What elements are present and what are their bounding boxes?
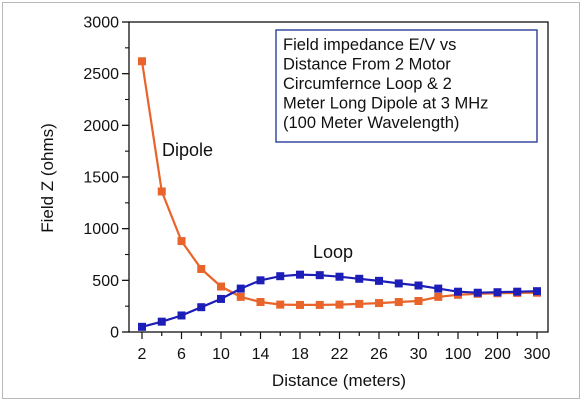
x-tick-label: 300 [524, 346, 551, 363]
dipole-series-label: Dipole [162, 140, 213, 160]
annotation-line: (100 Meter Wavelength) [283, 114, 459, 132]
loop-data-point [236, 284, 245, 293]
loop-data-point [177, 311, 186, 320]
dipole-data-point [217, 282, 225, 291]
dipole-data-point [375, 299, 383, 308]
annotation-line: Field impedance E/V vs [283, 36, 456, 54]
x-tick-label: 100 [445, 346, 472, 363]
annotation-line: Circumfernce Loop & 2 [283, 75, 452, 93]
annotation-text: Field impedance E/V vs Distance From 2 Mo… [283, 36, 488, 132]
annotation-line: Distance From 2 Motor [283, 56, 451, 74]
loop-data-point [454, 287, 462, 296]
dipole-data-point [335, 300, 344, 309]
y-tick-label: 1000 [83, 221, 119, 238]
y-axis: 0 500 1000 1500 2000 2500 3000 [83, 15, 129, 342]
chart-frame [2, 2, 580, 399]
y-tick-label: 3000 [83, 15, 119, 32]
dipole-data-point [138, 57, 146, 66]
loop-data-point [138, 322, 146, 331]
y-tick-label: 2500 [83, 66, 119, 83]
loop-data-point [256, 276, 265, 285]
loop-data-point [375, 276, 383, 285]
dipole-data-point [256, 298, 265, 307]
dipole-data-point [434, 292, 443, 301]
loop-data-point [493, 288, 502, 297]
dipole-data-point [315, 300, 324, 309]
x-axis: 2 6 10 14 18 22 26 30 100 200 300 [138, 332, 551, 363]
loop-data-point [533, 287, 541, 296]
dipole-data-point [296, 300, 304, 309]
annotation-line: Meter Long Dipole at 3 MHz [283, 95, 488, 113]
dipole-data-point [157, 187, 166, 196]
y-tick-label: 500 [92, 273, 119, 290]
y-axis-title: Field Z (ohms) [38, 123, 57, 233]
y-tick-label: 0 [110, 325, 119, 342]
dipole-data-point [197, 264, 206, 273]
loop-data-point [355, 274, 364, 283]
dipole-data-point [236, 292, 245, 301]
dipole-data-point [414, 297, 423, 305]
loop-data-point [315, 271, 324, 280]
loop-data-point [513, 287, 522, 296]
x-tick-label: 18 [291, 346, 309, 363]
x-tick-label: 30 [410, 346, 428, 363]
loop-data-point [276, 272, 285, 281]
x-tick-label: 6 [177, 346, 186, 363]
plot-area [128, 21, 549, 333]
dipole-data-point [394, 298, 403, 307]
x-axis-title: Distance (meters) [272, 371, 406, 390]
y-tick-label: 2000 [83, 118, 119, 135]
loop-data-point [414, 281, 423, 290]
y-tick-label: 1500 [83, 170, 119, 187]
loop-data-point [335, 272, 344, 281]
loop-data-point [197, 303, 206, 312]
loop-data-point [157, 317, 166, 326]
x-tick-label: 26 [370, 346, 388, 363]
loop-series-label: Loop [313, 242, 353, 262]
loop-data-point [473, 288, 482, 297]
loop-data-point [217, 294, 225, 303]
annotation-border [275, 29, 538, 143]
dipole-data-point [177, 237, 186, 246]
x-tick-label: 10 [212, 346, 230, 363]
x-tick-label: 2 [138, 346, 147, 363]
loop-data-point [394, 279, 403, 288]
x-tick-label: 14 [252, 346, 270, 363]
loop-data-point [434, 284, 443, 293]
x-tick-label: 200 [484, 346, 511, 363]
x-tick-label: 22 [331, 346, 349, 363]
dipole-data-point [276, 300, 285, 309]
dipole-data-point [355, 299, 364, 308]
series-layer [138, 57, 541, 331]
loop-data-point [296, 270, 304, 279]
annotation-box: Field impedance E/V vs Distance From 2 Mo… [275, 29, 538, 143]
